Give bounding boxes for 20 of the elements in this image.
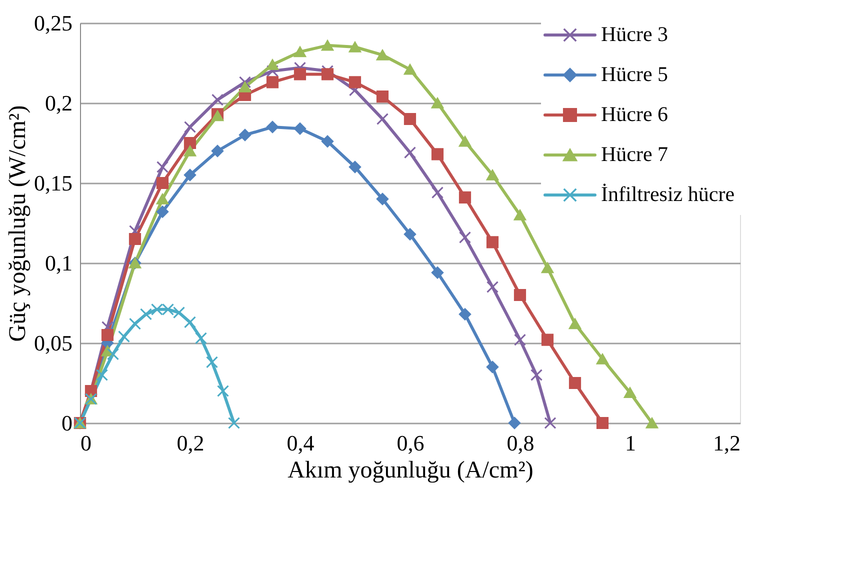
legend-label: Hücre 6 [601,102,668,126]
legend-label: Hücre 3 [601,22,668,46]
y-tick-label: 0,15 [34,170,72,196]
x-tick-label: 0,8 [506,430,534,456]
y-axis-title: Güç yoğunluğu (W/cm²) [5,105,31,342]
legend-label: Hücre 5 [601,62,668,86]
y-tick-label: 0,2 [45,90,72,116]
y-tick-label: 0,25 [34,10,72,36]
legend-label: İnfiltresiz hücre [601,182,735,206]
legend-label: Hücre 7 [601,142,668,166]
y-tick-label: 0,1 [45,250,72,276]
y-tick-label: 0 [62,410,72,436]
x-tick-label: 0,2 [176,430,204,456]
x-axis-title: Akım yoğunluğu (A/cm²) [288,458,534,484]
x-tick-label: 0 [80,430,92,456]
x-tick-label: 0,4 [286,430,314,456]
x-tick-label: 0,6 [396,430,424,456]
x-tick-label: 1 [625,430,636,456]
y-tick-label: 0,05 [34,330,72,356]
x-tick-label: 1,2 [713,430,740,456]
